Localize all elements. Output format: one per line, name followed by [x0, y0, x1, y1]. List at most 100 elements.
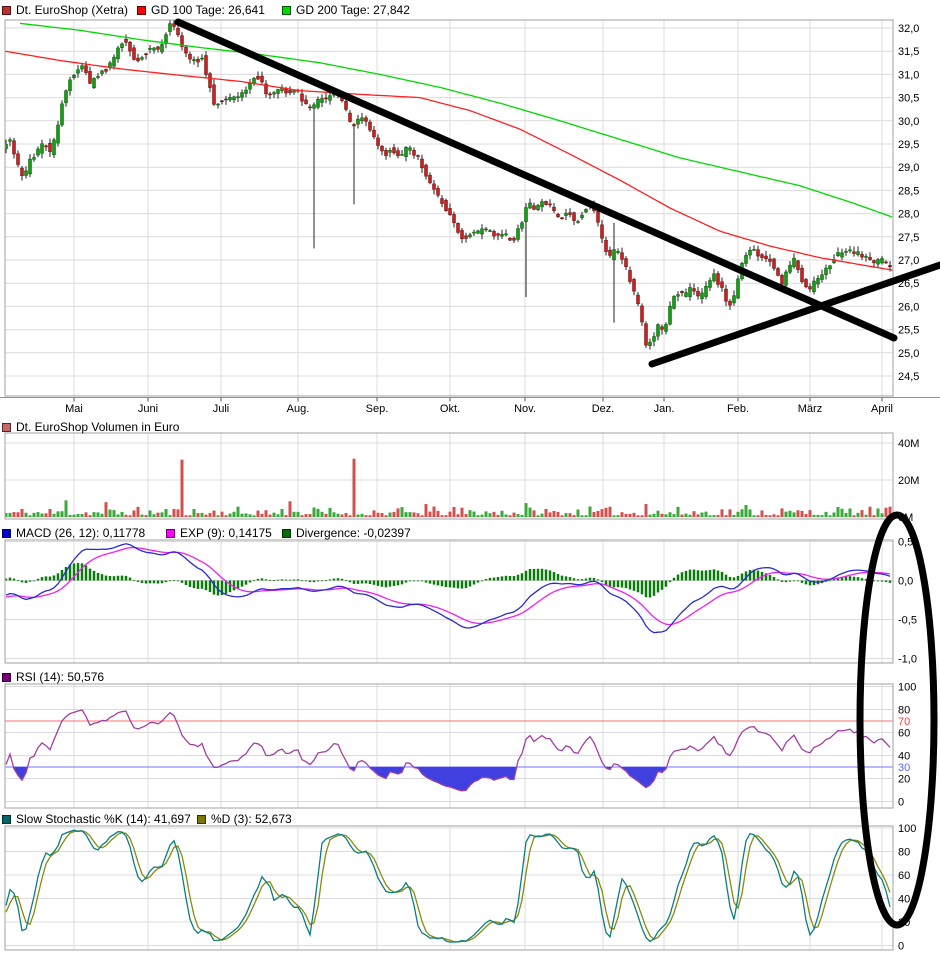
panel-borders	[4, 19, 894, 951]
rsi-label: RSI (14): 50,576	[16, 670, 105, 684]
price-y-axis: 32,0 31,5 31,0 30,5 30,0 29,5 29,0 28,5 28,0 27,5…	[898, 23, 919, 383]
x-axis-month-label: Feb.	[727, 403, 749, 415]
legend-item-rsi: RSI (14): 50,576	[2, 669, 104, 685]
x-axis-month-label: Mai	[65, 403, 83, 415]
legend-item-stoch-k: Slow Stochastic %K (14): 41,697	[2, 811, 191, 827]
y-axis-tick-label: 40	[898, 751, 910, 763]
gd100-swatch-icon	[137, 5, 146, 15]
y-axis-tick-label: -1,0	[898, 654, 917, 666]
legend-item-gd200: GD 200 Tage: 27,842	[282, 2, 410, 18]
x-axis-month-label: Juni	[138, 403, 158, 415]
stochastic-legend: Slow Stochastic %K (14): 41,697 %D (3): …	[0, 811, 940, 827]
x-axis-month-label: Dez.	[592, 403, 615, 415]
divergence-swatch-icon	[282, 528, 291, 538]
x-axis-month-label: Okt.	[440, 403, 460, 415]
macd-label: MACD (26, 12): 0,11778	[16, 526, 146, 540]
legend-item-price: Dt. EuroShop (Xetra)	[2, 2, 128, 18]
y-axis-tick-label: 0,0	[898, 576, 913, 588]
exp-signal-line	[5, 546, 891, 626]
macd-line	[5, 543, 891, 634]
y-axis-tick-label: 100	[898, 682, 916, 694]
stoch-k-line	[5, 829, 891, 943]
x-axis-month-label: Nov.	[514, 403, 536, 415]
y-axis-tick-label: 0	[898, 941, 904, 953]
legend-item-macd: MACD (26, 12): 0,11778	[2, 525, 145, 541]
y-axis-tick-label: 29,5	[898, 139, 919, 151]
y-axis-tick-label: 60	[898, 870, 910, 882]
y-axis-tick-label: 20M	[898, 475, 919, 487]
x-axis-month-label: März	[798, 403, 822, 415]
x-axis-month-label: April	[871, 403, 893, 415]
legend-item-volume: Dt. EuroShop Volumen in Euro	[2, 419, 179, 435]
x-axis-month-label: Jan.	[654, 403, 675, 415]
price-series-label: Dt. EuroShop (Xetra)	[16, 3, 129, 17]
volume-legend: Dt. EuroShop Volumen in Euro	[0, 419, 940, 435]
rsi-oversold-fill	[13, 767, 28, 781]
macd-y-axis: 0,5 0,0 -0,5 -1,0	[898, 537, 917, 666]
y-axis-tick-label: 30	[898, 762, 910, 774]
y-axis-tick-label: 100	[898, 823, 916, 835]
x-axis-month-label: Sep.	[366, 403, 389, 415]
rsi-oversold-fill	[369, 767, 405, 779]
stoch-k-label: Slow Stochastic %K (14): 41,697	[16, 812, 191, 826]
y-axis-tick-label: 40	[898, 894, 910, 906]
y-axis-tick-label: 31,5	[898, 46, 919, 58]
y-axis-tick-label: 29,0	[898, 162, 919, 174]
stoch-d-line	[5, 830, 891, 943]
highlight-ellipse	[856, 511, 938, 929]
stoch-d-swatch-icon	[197, 814, 206, 824]
price-panel	[5, 20, 893, 350]
macd-panel	[5, 543, 892, 634]
exp-label: EXP (9): 0,14175	[180, 526, 272, 540]
x-axis: Mai Juni Juli Aug. Sep. Okt. Nov. Dez. Jan. Feb. M…	[0, 397, 940, 415]
y-axis-tick-label: 30,0	[898, 116, 919, 128]
gd100-label: GD 100 Tage: 26,641	[151, 3, 265, 17]
y-axis-tick-label: 30,5	[898, 93, 919, 105]
moving-averages	[5, 22, 893, 271]
exp-swatch-icon	[166, 528, 175, 538]
rsi-oversold-fill	[620, 767, 667, 788]
y-axis-tick-label: 32,0	[898, 23, 919, 35]
legend-item-divergence: Divergence: -0,02397	[282, 525, 411, 541]
y-axis-tick-label: 27,0	[898, 255, 919, 267]
y-axis-tick-label: 31,0	[898, 69, 919, 81]
legend-item-gd100: GD 100 Tage: 26,641	[137, 2, 265, 18]
y-axis-tick-label: 70	[898, 716, 910, 728]
gd200-swatch-icon	[282, 5, 291, 15]
y-axis-tick-label: 24,5	[898, 371, 919, 383]
x-axis-month-label: Juli	[213, 403, 230, 415]
y-axis-tick-label: 80	[898, 847, 910, 859]
legend-item-exp: EXP (9): 0,14175	[166, 525, 272, 541]
legend-item-stoch-d: %D (3): 52,673	[197, 811, 292, 827]
y-axis-tick-label: 40M	[898, 438, 919, 450]
y-axis-tick-label: 25,5	[898, 325, 919, 337]
rsi-line	[5, 709, 891, 792]
rsi-swatch-icon	[2, 672, 11, 682]
y-axis-tick-label: 80	[898, 705, 910, 717]
volume-swatch-icon	[2, 422, 11, 432]
y-axis-tick-label: 28,5	[898, 185, 919, 197]
volume-panel	[5, 458, 892, 517]
annotations	[174, 18, 940, 929]
rsi-oversold-fill	[413, 767, 517, 791]
divergence-label: Divergence: -0,02397	[296, 526, 411, 540]
rsi-panel	[5, 709, 893, 792]
uptrend-line	[648, 261, 940, 368]
y-axis-tick-label: 28,0	[898, 209, 919, 221]
y-axis-tick-label: 0	[898, 797, 904, 809]
x-axis-month-label: Aug.	[287, 403, 310, 415]
downtrend-line	[174, 18, 898, 342]
macd-legend: MACD (26, 12): 0,11778 EXP (9): 0,14175 …	[0, 525, 940, 541]
gd200-line	[19, 22, 893, 218]
y-axis-tick-label: 25,0	[898, 348, 919, 360]
y-axis-tick-label: 27,5	[898, 232, 919, 244]
rsi-legend: RSI (14): 50,576	[0, 669, 940, 685]
y-axis-tick-label: 20	[898, 774, 910, 786]
y-axis-tick-label: 60	[898, 728, 910, 740]
candlestick-series	[5, 20, 892, 350]
gd200-label: GD 200 Tage: 27,842	[296, 3, 410, 17]
stochastic-panel	[5, 829, 891, 943]
